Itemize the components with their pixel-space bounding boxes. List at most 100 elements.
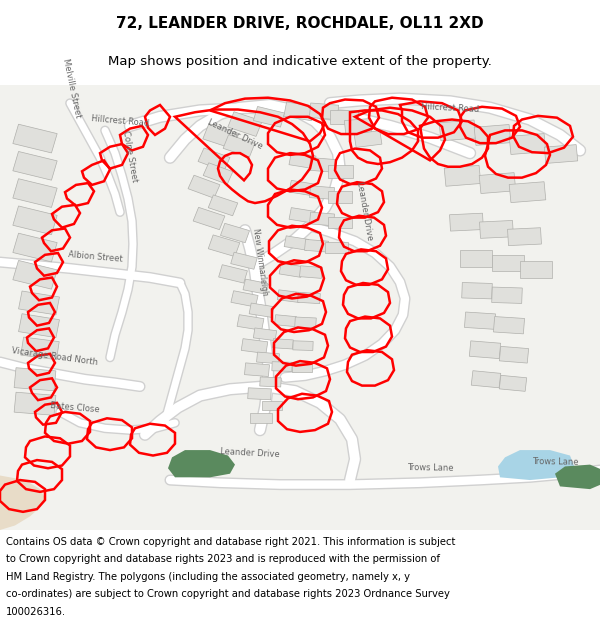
Bar <box>249 303 274 318</box>
Bar <box>328 165 353 177</box>
Bar <box>13 261 57 289</box>
Bar <box>188 175 220 198</box>
Bar <box>13 124 57 153</box>
Bar <box>330 109 358 124</box>
Bar <box>228 112 262 136</box>
Bar <box>471 371 501 388</box>
Bar <box>13 151 57 180</box>
Bar <box>198 148 230 171</box>
Polygon shape <box>0 476 45 530</box>
Bar <box>13 206 57 234</box>
Bar <box>279 263 303 278</box>
Bar <box>499 346 529 363</box>
Bar <box>193 208 225 229</box>
Bar <box>13 233 57 262</box>
Text: Leander Drive: Leander Drive <box>220 448 280 459</box>
Bar <box>544 144 578 163</box>
Bar <box>289 181 315 196</box>
Bar <box>250 413 272 423</box>
Bar <box>462 282 492 299</box>
Bar <box>289 152 316 169</box>
Bar <box>492 287 522 303</box>
Bar <box>244 363 269 376</box>
Bar <box>444 166 481 186</box>
Bar <box>284 236 309 250</box>
Bar <box>272 339 293 349</box>
Bar <box>220 223 250 243</box>
Bar <box>310 158 335 172</box>
Polygon shape <box>168 450 235 478</box>
Bar <box>257 352 280 364</box>
Text: Leander Drive: Leander Drive <box>206 118 264 151</box>
Text: Hillcrest Road: Hillcrest Road <box>421 102 479 114</box>
Bar <box>325 242 348 253</box>
Bar <box>310 212 335 226</box>
Bar <box>274 315 296 327</box>
Bar <box>499 376 527 391</box>
Bar <box>469 341 500 359</box>
Text: HM Land Registry. The polygons (including the associated geometry, namely x, y: HM Land Registry. The polygons (includin… <box>6 572 410 582</box>
Text: Colne Street: Colne Street <box>121 129 139 182</box>
Bar <box>479 173 516 194</box>
Bar <box>299 266 322 278</box>
Text: 72, LEANDER DRIVE, ROCHDALE, OL11 2XD: 72, LEANDER DRIVE, ROCHDALE, OL11 2XD <box>116 16 484 31</box>
Text: co-ordinates) are subject to Crown copyright and database rights 2023 Ordnance S: co-ordinates) are subject to Crown copyr… <box>6 589 450 599</box>
Text: Albion Street: Albion Street <box>67 251 122 264</box>
Bar <box>479 221 514 238</box>
Bar <box>344 119 371 134</box>
Bar <box>508 228 541 246</box>
Bar <box>305 239 328 252</box>
Text: New Winmarleigh: New Winmarleigh <box>251 228 269 296</box>
Bar <box>474 124 511 146</box>
Bar <box>354 131 382 148</box>
Bar <box>292 363 312 372</box>
Text: Trows Lane: Trows Lane <box>532 457 578 467</box>
Text: Map shows position and indicative extent of the property.: Map shows position and indicative extent… <box>108 55 492 68</box>
Bar <box>260 377 281 387</box>
Bar <box>493 316 524 334</box>
Text: Bates Close: Bates Close <box>50 401 100 414</box>
Bar <box>272 362 292 371</box>
Bar <box>295 317 316 328</box>
Text: Leander Drive: Leander Drive <box>355 181 374 241</box>
Bar <box>248 388 271 400</box>
Bar <box>492 255 524 271</box>
Bar <box>328 191 352 203</box>
Bar <box>243 279 268 294</box>
Bar <box>14 392 56 415</box>
Bar <box>208 235 240 257</box>
Bar <box>328 217 352 229</box>
Bar <box>289 208 315 223</box>
Bar <box>203 162 233 184</box>
Text: Hillcrest Road: Hillcrest Road <box>91 114 149 128</box>
Text: Contains OS data © Crown copyright and database right 2021. This information is : Contains OS data © Crown copyright and d… <box>6 537 455 547</box>
Bar <box>21 337 59 359</box>
Bar <box>262 401 282 410</box>
Bar <box>460 250 492 267</box>
Bar <box>19 291 59 315</box>
Bar <box>310 103 338 119</box>
Text: Vicarage Road North: Vicarage Road North <box>11 346 99 367</box>
Bar <box>253 328 277 341</box>
Bar <box>208 195 238 216</box>
Bar <box>241 339 268 354</box>
Bar <box>509 182 546 203</box>
Bar <box>293 341 313 351</box>
Bar <box>19 314 59 338</box>
Bar <box>14 368 56 391</box>
Bar <box>223 134 255 157</box>
Bar <box>203 124 237 148</box>
Bar <box>231 291 258 307</box>
Bar <box>231 253 257 269</box>
Bar <box>439 120 476 141</box>
Text: 100026316.: 100026316. <box>6 607 66 617</box>
Bar <box>509 134 546 154</box>
Bar <box>284 102 314 121</box>
Bar <box>310 186 335 199</box>
Bar <box>464 312 496 329</box>
Bar <box>298 292 320 304</box>
Bar <box>253 106 284 127</box>
Text: to Crown copyright and database rights 2023 and is reproduced with the permissio: to Crown copyright and database rights 2… <box>6 554 440 564</box>
Bar <box>277 290 301 302</box>
Bar <box>218 265 247 283</box>
